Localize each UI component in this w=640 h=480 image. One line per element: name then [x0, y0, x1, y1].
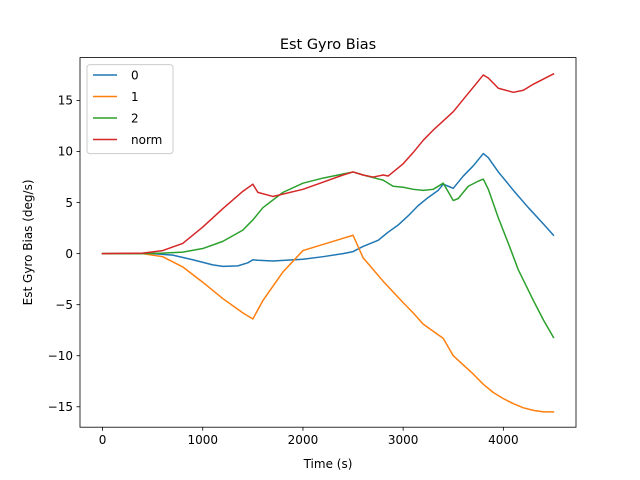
x-axis-title: Time (s): [303, 457, 353, 471]
legend: 0 1 2 norm: [86, 64, 174, 155]
legend-box: [86, 64, 174, 155]
y-tick-label: 15: [58, 94, 73, 108]
x-tick-label: 3000: [388, 433, 419, 447]
chart-title: Est Gyro Bias: [280, 37, 376, 53]
legend-label-0: 0: [131, 68, 139, 82]
series-line-2: [101, 171, 555, 339]
y-tick-label: 5: [65, 196, 73, 210]
x-tick-label: 0: [99, 433, 107, 447]
x-tick-label: 4000: [488, 433, 519, 447]
x-tick-label: 2000: [288, 433, 319, 447]
y-tick-label: −5: [55, 298, 73, 312]
y-tick-label: 0: [65, 247, 73, 261]
legend-label-norm: norm: [131, 133, 162, 147]
series-line-norm: [101, 72, 555, 255]
legend-label-2: 2: [131, 111, 139, 125]
y-tick-label: 10: [58, 145, 73, 159]
y-tick-label: −15: [48, 400, 73, 414]
x-tick-label: 1000: [187, 433, 218, 447]
y-tick-label: −10: [48, 349, 73, 363]
legend-label-1: 1: [131, 90, 139, 104]
y-axis-title: Est Gyro Bias (deg/s): [21, 179, 35, 305]
x-ticks: 0 1000 2000 3000 4000: [99, 427, 519, 447]
series-line-1: [101, 234, 555, 413]
plot-frame: [79, 57, 577, 428]
series-line-0: [101, 152, 555, 268]
series-layer: [101, 72, 555, 413]
y-ticks: −15 −10 −5 0 5 10 15: [48, 94, 80, 414]
